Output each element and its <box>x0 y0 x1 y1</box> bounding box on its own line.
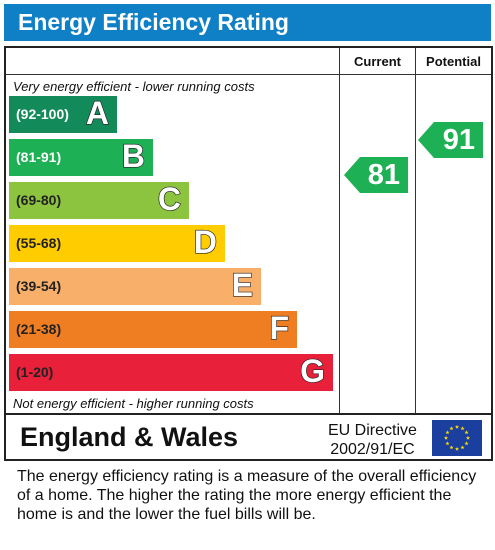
potential-rating-value: 91 <box>442 124 475 156</box>
band-d-range: (55-68) <box>16 235 62 251</box>
band-b-letter: B <box>121 137 145 174</box>
band-a-letter: A <box>85 94 109 131</box>
current-column-header: Current <box>354 54 401 69</box>
eu-flag-icon <box>432 420 482 456</box>
eu-star-icon <box>465 435 471 440</box>
band-c-letter: C <box>157 180 181 217</box>
eu-star-icon <box>449 426 454 431</box>
eu-star-icon <box>445 430 450 435</box>
band-d: (55-68) D <box>9 223 225 262</box>
band-f: (21-38) F <box>9 309 297 348</box>
rating-chart: Current Potential Very energy efficient … <box>4 46 493 415</box>
eu-star-icon <box>454 446 460 451</box>
band-f-range: (21-38) <box>16 321 62 337</box>
band-d-letter: D <box>193 223 217 260</box>
eu-star-icon <box>454 424 460 429</box>
band-g-letter: G <box>299 352 325 389</box>
band-g: (1-20) G <box>9 352 333 391</box>
band-g-range: (1-20) <box>16 364 54 380</box>
region-label: England & Wales <box>20 422 239 452</box>
current-column-divider <box>339 48 340 413</box>
directive-line-2: 2002/91/EC <box>330 441 415 458</box>
footer-box: England & Wales EU Directive 2002/91/EC <box>4 413 493 461</box>
eu-star-icon <box>443 435 449 440</box>
top-caption: Very energy efficient - lower running co… <box>13 79 255 94</box>
eu-star-icon <box>460 445 465 450</box>
eu-directive: EU Directive 2002/91/EC <box>328 421 417 459</box>
band-c: (69-80) C <box>9 180 189 219</box>
eu-star-icon <box>464 441 469 446</box>
title-bar: Energy Efficiency Rating <box>4 4 491 41</box>
band-a: (92-100) A <box>9 94 117 133</box>
band-b: (81-91) B <box>9 137 153 176</box>
directive-line-1: EU Directive <box>328 422 417 439</box>
band-e-letter: E <box>231 266 254 303</box>
potential-column-divider <box>415 48 416 413</box>
eu-star-icon <box>445 441 450 446</box>
band-e-range: (39-54) <box>16 278 62 294</box>
band-b-range: (81-91) <box>16 149 62 165</box>
bottom-caption: Not energy efficient - higher running co… <box>13 396 254 411</box>
band-e: (39-54) E <box>9 266 261 305</box>
potential-column-header: Potential <box>426 54 481 69</box>
band-c-range: (69-80) <box>16 192 62 208</box>
eu-star-icon <box>449 445 454 450</box>
header-divider <box>6 74 491 75</box>
current-rating-arrow: 81 <box>344 157 408 193</box>
page-title: Energy Efficiency Rating <box>18 9 289 35</box>
current-rating-value: 81 <box>367 159 400 191</box>
description-text: The energy efficiency rating is a measur… <box>17 468 477 523</box>
eu-star-icon <box>460 426 465 431</box>
band-a-range: (92-100) <box>16 106 69 122</box>
eu-star-icon <box>464 430 469 435</box>
band-f-letter: F <box>269 309 290 346</box>
potential-rating-arrow: 91 <box>418 122 483 158</box>
